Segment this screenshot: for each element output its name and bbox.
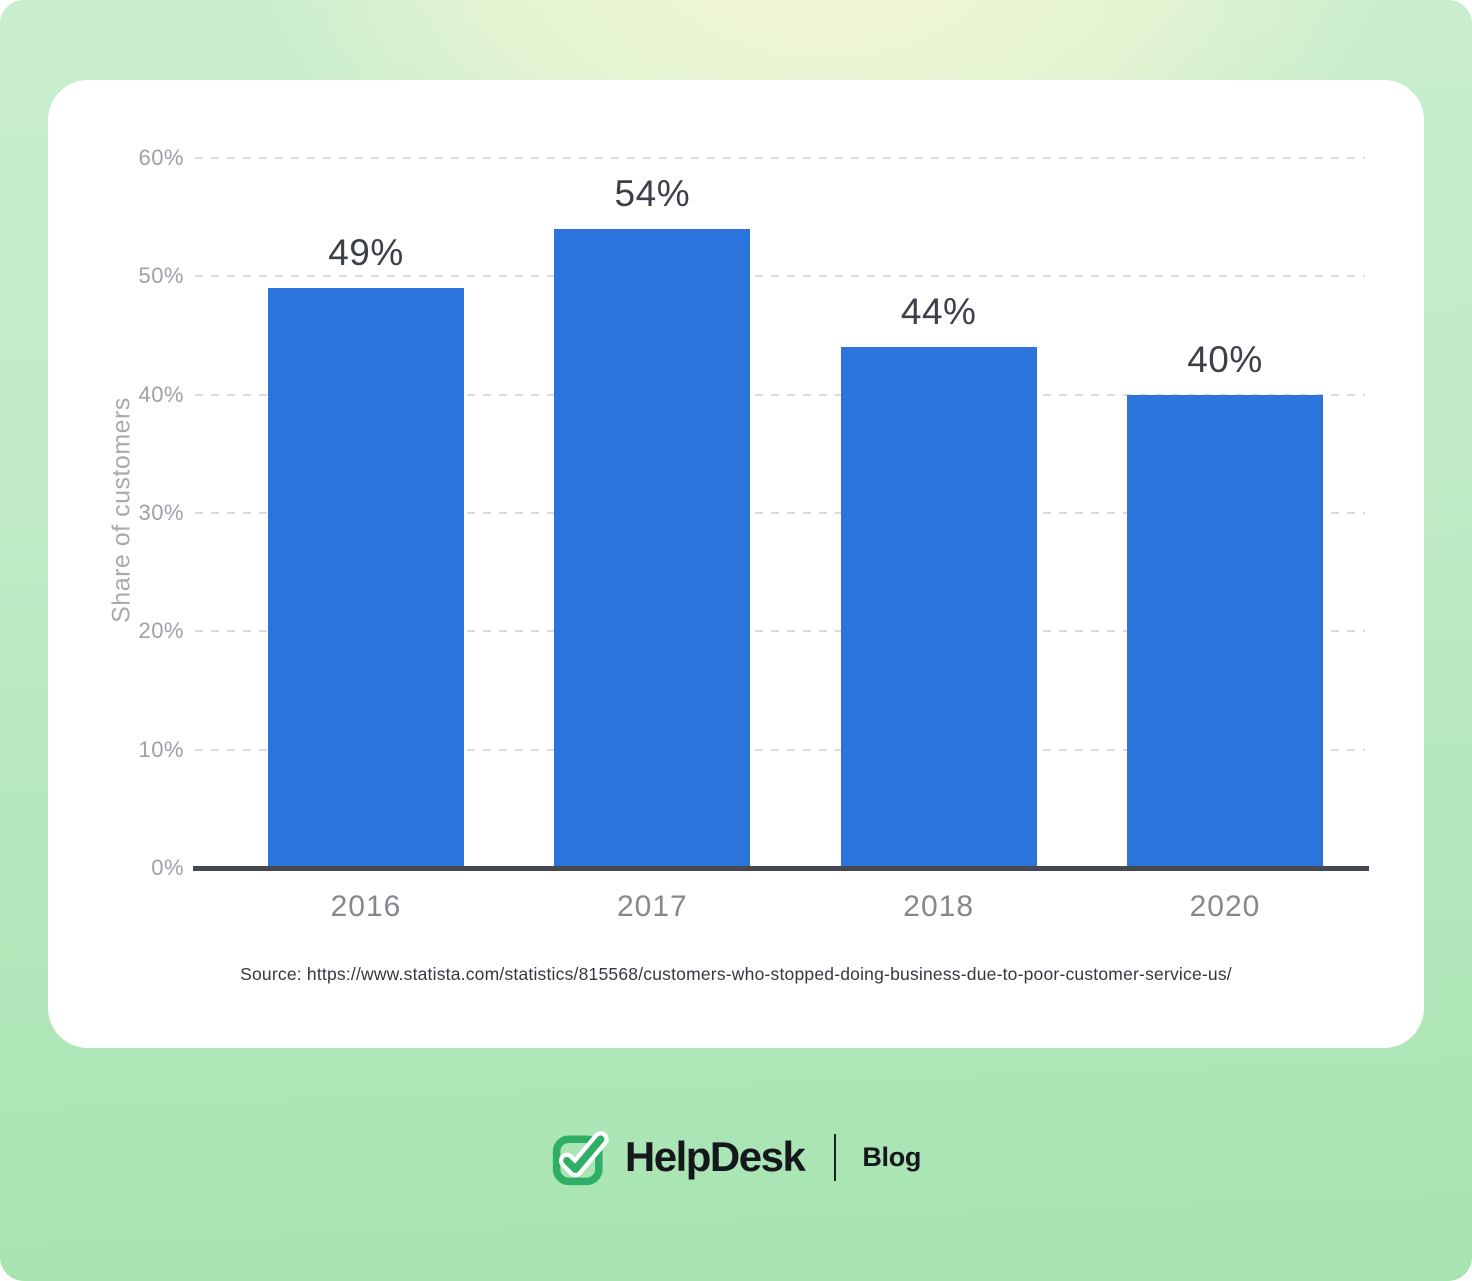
bar-2020 <box>1126 394 1323 868</box>
x-tick-label-2020: 2020 <box>1189 890 1261 923</box>
bar-value-label-2018: 44% <box>900 291 977 333</box>
footer-divider <box>834 1133 837 1181</box>
bar-2017 <box>554 229 751 868</box>
gridline-30% <box>195 512 1365 514</box>
footer-logo: HelpDesk Blog <box>0 1124 1472 1190</box>
brand-name: HelpDesk <box>624 1133 806 1180</box>
gridline-20% <box>195 630 1365 633</box>
x-axis-line <box>193 866 1369 871</box>
plot-area: 0% 10% 20% 30% 40% 50% 60% 49% 2016 54% 2017 44% 201… <box>138 145 1365 923</box>
bar-2016 <box>268 288 464 868</box>
source-citation: Source: https://www.statista.com/statist… <box>240 964 1232 984</box>
x-tick-label-2018: 2018 <box>903 890 975 923</box>
bar-value-label-2017: 54% <box>614 173 691 214</box>
y-tick-label-20%: 20% <box>138 618 184 644</box>
bar-value-label-2016: 49% <box>328 232 404 274</box>
x-tick-label-2016: 2016 <box>330 890 402 923</box>
chart-card: Share of customers 0% 10% 20% 30% 40% 50% 60% 4… <box>48 80 1424 1048</box>
bar-2018 <box>840 347 1037 868</box>
y-tick-label-60%: 60% <box>138 145 184 170</box>
y-tick-label-10%: 10% <box>138 736 184 762</box>
gridline-40% <box>195 393 1365 396</box>
y-tick-label-30%: 30% <box>138 500 184 525</box>
blog-label: Blog <box>862 1141 922 1172</box>
y-tick-label-40%: 40% <box>138 381 184 407</box>
gridline-50% <box>195 275 1365 278</box>
helpdesk-check-icon <box>552 1131 609 1186</box>
y-tick-label-0%: 0% <box>151 855 184 880</box>
gridline-10% <box>195 748 1365 751</box>
x-tick-label-2017: 2017 <box>616 890 688 923</box>
gridline-60% <box>195 157 1365 159</box>
y-tick-label-50%: 50% <box>138 263 184 289</box>
bar-value-label-2020: 40% <box>1187 338 1263 380</box>
